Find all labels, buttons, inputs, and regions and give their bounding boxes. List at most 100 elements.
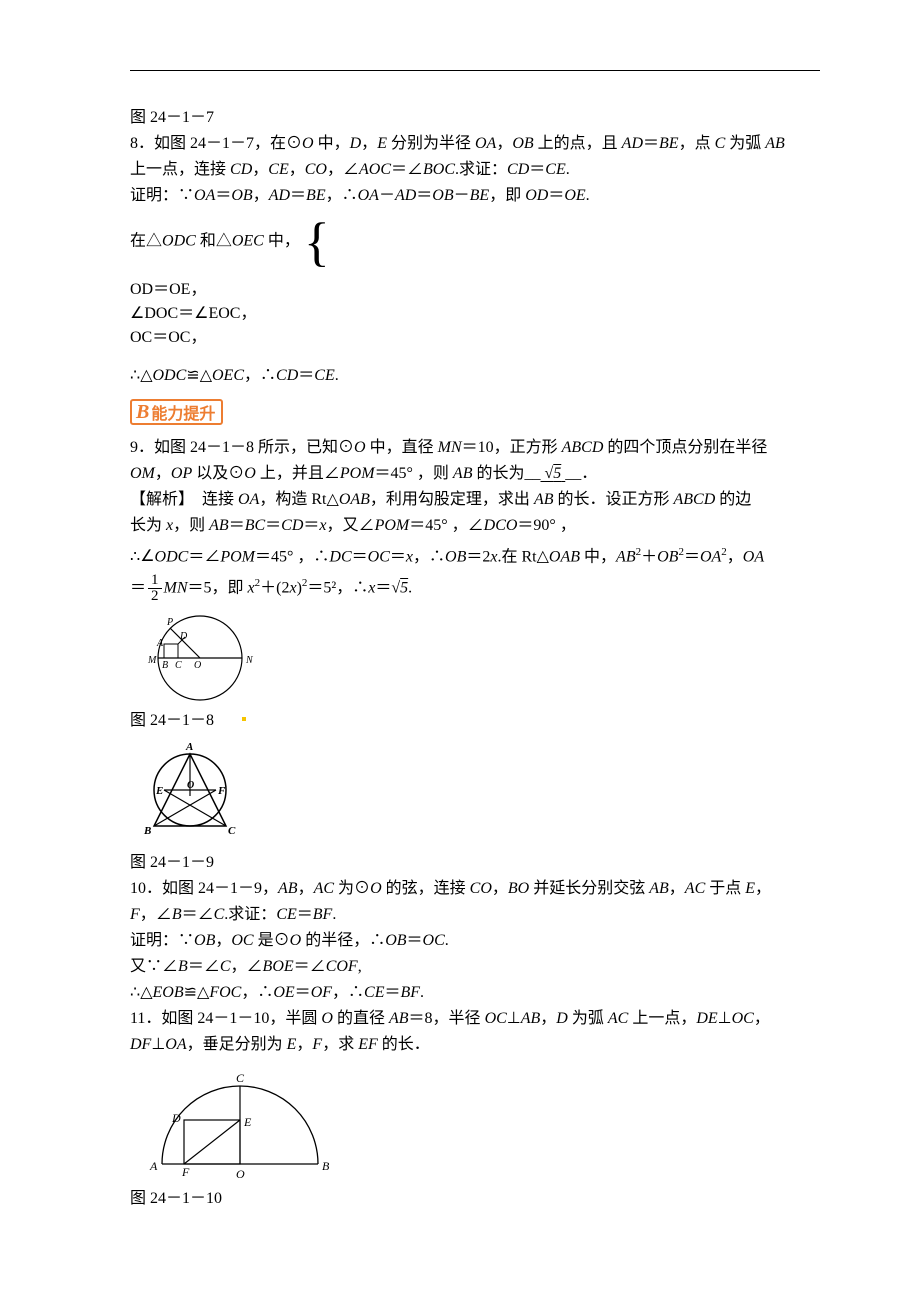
q11-E: E xyxy=(287,1036,297,1053)
svg-text:O: O xyxy=(187,780,194,791)
circ-sym5 xyxy=(274,932,290,949)
q11-line1: 11．如图 24－1－10，半圆 O 的直径 AB＝8，半径 OC⊥AB，D 为… xyxy=(130,1006,820,1032)
q9-ex2b: ，则 xyxy=(173,517,205,534)
q10-O: O xyxy=(370,880,382,897)
q8-OE: OE xyxy=(564,187,585,204)
q9-AB: AB xyxy=(453,465,473,482)
ang-sym8 xyxy=(198,906,214,923)
q11-l1e: 上一点， xyxy=(632,1010,696,1027)
q8-proof3: ∴ODC≌OEC，∴CD＝CE. xyxy=(130,363,820,389)
q10-OC: OC xyxy=(231,932,253,949)
q10-pf3a: ∴ xyxy=(130,984,140,1001)
ang-sym4 xyxy=(359,517,375,534)
q9-OC: OC xyxy=(368,548,390,565)
q8-CO: CO xyxy=(305,161,327,178)
q9-POM2: POM xyxy=(375,517,410,534)
q9-x2: x xyxy=(319,517,326,534)
q9-AB2: AB xyxy=(534,491,554,508)
q8-D: D xyxy=(350,135,362,152)
svg-text:B: B xyxy=(162,660,168,671)
q8-line1: 8．如图 24－1－7，在O 中，D，E 分别为半径 OA，OB 上的点，且 A… xyxy=(130,131,820,157)
q9-OAB2: OAB xyxy=(549,548,580,565)
q11-EF: EF xyxy=(358,1036,378,1053)
q8-AD2: AD xyxy=(269,187,290,204)
q11-OA: OA xyxy=(165,1036,186,1053)
q8-OA: OA xyxy=(475,135,496,152)
q8-pf2c: 中， xyxy=(268,233,300,250)
q8-CD2: CD xyxy=(507,161,529,178)
angle-sym2 xyxy=(407,161,423,178)
ability-badge: B 能力提升 xyxy=(130,399,223,425)
q11-l1c: ＝8，半径 xyxy=(409,1010,481,1027)
circle-sym xyxy=(286,135,302,152)
svg-text:C: C xyxy=(228,825,236,837)
top-rule xyxy=(130,70,820,71)
q9-ABCD: ABCD xyxy=(562,439,604,456)
q10-F: F xyxy=(130,906,140,923)
q8-pf1b: ，即 xyxy=(489,187,521,204)
q8-OB2: OB xyxy=(231,187,252,204)
q9-x6: x xyxy=(289,580,296,597)
circ-sym4 xyxy=(354,880,370,897)
q9-line1: 9．如图 24－1－8 所示，已知O 中，直径 MN＝10，正方形 ABCD 的… xyxy=(130,435,820,461)
q10-E: E xyxy=(745,880,755,897)
q9-l1d: 的四个顶点分别在半径 xyxy=(607,439,767,456)
q9-ex2c: ，又 xyxy=(327,517,359,534)
q8-CD3: CD xyxy=(276,367,298,384)
q8-l1d: 上的点，且 xyxy=(538,135,618,152)
q8-proof1: 证明：∵OA＝OB，AD＝BE，∴OA－AD＝OB－BE，即 OD＝OE. xyxy=(130,183,820,209)
q8-pf2a: 在 xyxy=(130,233,146,250)
q8-CE2: CE xyxy=(545,161,565,178)
fig9-svg: A E O F B C xyxy=(130,740,250,848)
q11-AB: AB xyxy=(389,1010,409,1027)
q11-O: O xyxy=(321,1010,333,1027)
q8-OB: OB xyxy=(512,135,533,152)
svg-text:B: B xyxy=(143,825,151,837)
q11-DF: DF xyxy=(130,1036,151,1053)
q9-x4: x xyxy=(490,548,497,565)
q10-AB: AB xyxy=(278,880,298,897)
q10-C2: C xyxy=(220,958,231,975)
q9-ex4a: ＝5，即 xyxy=(188,580,244,597)
q11-F: F xyxy=(312,1036,322,1053)
circ-sym2 xyxy=(338,439,354,456)
q8-br3: OC＝OC， xyxy=(130,323,820,347)
angle-sym xyxy=(343,161,359,178)
svg-text:P: P xyxy=(166,617,173,628)
tri-sym2 xyxy=(216,233,232,250)
q10-BF: BF xyxy=(313,906,333,923)
q9-DC: DC xyxy=(329,548,351,565)
q9-AB3: AB xyxy=(209,517,229,534)
ang-sym9 xyxy=(162,958,178,975)
q10-AB2: AB xyxy=(649,880,669,897)
q9-l2b: 上，并且 xyxy=(260,465,324,482)
q9-l2c: ＝45° ，则 xyxy=(375,465,449,482)
q8-pf3a: ∴ xyxy=(130,367,140,384)
q10-AC: AC xyxy=(314,880,334,897)
q10-pf1: 证明：∵OB，OC 是O 的半径，∴OB＝OC. xyxy=(130,928,820,954)
q9-ex4: ＝12MN＝5，即 x2＋(2x)2＝5²，∴x＝√5. xyxy=(130,570,820,604)
q8-br2: ∠DOC＝∠EOC， xyxy=(130,299,820,323)
q10-FOC: FOC xyxy=(209,984,241,1001)
q9-ex2e: ＝90° ， xyxy=(517,517,575,534)
brace-system: { xyxy=(304,215,334,269)
q9-line2: OM，OP 以及O 上，并且POM＝45° ，则 AB 的长为__ √5 __． xyxy=(130,461,820,487)
tri-sym7 xyxy=(140,984,152,1001)
ang-sym3 xyxy=(324,465,340,482)
svg-text:D: D xyxy=(171,1111,181,1125)
q9-OA: OA xyxy=(238,491,259,508)
ang-sym7 xyxy=(156,906,172,923)
q9-ex1b: ，构造 Rt xyxy=(259,491,326,508)
q9-O2: O xyxy=(244,465,256,482)
q8-C: C xyxy=(715,135,726,152)
q9-ex3b: ＝45° ，∴ xyxy=(255,548,329,565)
q8-ODC2: ODC xyxy=(153,367,187,384)
q10-BF2: BF xyxy=(401,984,421,1001)
ang-sym11 xyxy=(247,958,263,975)
q10-CE: CE xyxy=(276,906,296,923)
badge-text: 能力提升 xyxy=(151,400,215,424)
q9-l1a: 9．如图 24－1－8 所示，已知 xyxy=(130,439,338,456)
q10-pf3: ∴EOB≌FOC，∴OE＝OF，∴CE＝BF. xyxy=(130,980,820,1006)
q9-ex2a: 长为 xyxy=(130,517,162,534)
q11-l1a: 11．如图 24－1－10，半圆 xyxy=(130,1010,317,1027)
